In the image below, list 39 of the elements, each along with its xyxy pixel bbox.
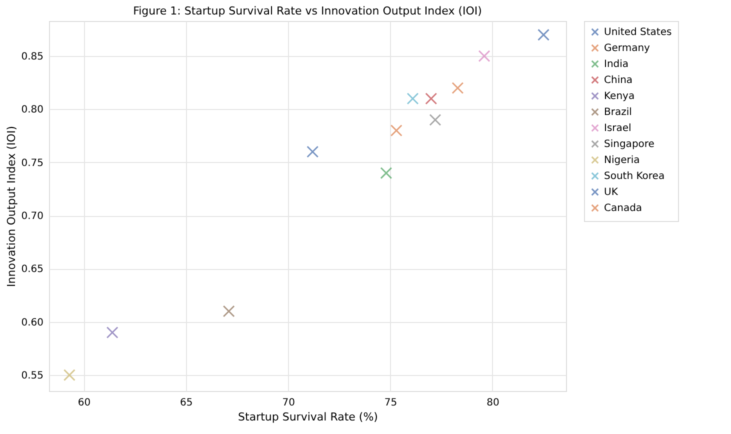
legend-label: India: [604, 59, 629, 70]
point: [106, 326, 118, 339]
x-tick-label: 75: [384, 398, 398, 408]
y-tick-label: 0.60: [21, 317, 44, 328]
legend-label: Brazil: [604, 107, 632, 118]
point: [538, 28, 550, 41]
y-axis-title: Innovation Output Index (IOI): [5, 126, 18, 287]
legend-label: UK: [604, 187, 618, 198]
legend-label: United States: [604, 27, 672, 38]
x-tick-label: 65: [180, 398, 193, 408]
legend-label: Nigeria: [604, 155, 640, 166]
y-tick-label: 0.75: [21, 158, 44, 169]
point: [452, 82, 464, 94]
legend-label: China: [604, 75, 633, 86]
y-tick-label: 0.85: [21, 52, 44, 63]
y-tick-label: 0.65: [21, 264, 44, 276]
point: [380, 167, 392, 180]
legend-label: Canada: [604, 203, 642, 214]
legend-label: Kenya: [604, 91, 635, 102]
legend-label: Singapore: [604, 139, 654, 150]
legend-label: South Korea: [604, 171, 665, 182]
y-tick-label: 0.70: [21, 211, 44, 222]
legend-label: Israel: [604, 123, 632, 134]
x-axis-title: Startup Survival Rate (%): [238, 410, 378, 424]
x-tick-label: 70: [282, 398, 295, 408]
point: [222, 305, 235, 318]
point: [306, 146, 319, 158]
point: [429, 114, 442, 126]
chart-title: Figure 1: Startup Survival Rate vs Innovation Output Index (IOI): [133, 4, 482, 18]
legend-label: Germany: [604, 43, 650, 54]
x-tick-label: 60: [78, 398, 91, 408]
point: [63, 369, 76, 382]
y-tick-label: 0.55: [21, 370, 44, 382]
point: [425, 92, 438, 105]
x-tick-label: 80: [486, 398, 500, 408]
y-tick-label: 0.80: [21, 104, 44, 116]
point: [406, 92, 419, 105]
point: [478, 50, 490, 62]
point: [390, 124, 402, 137]
